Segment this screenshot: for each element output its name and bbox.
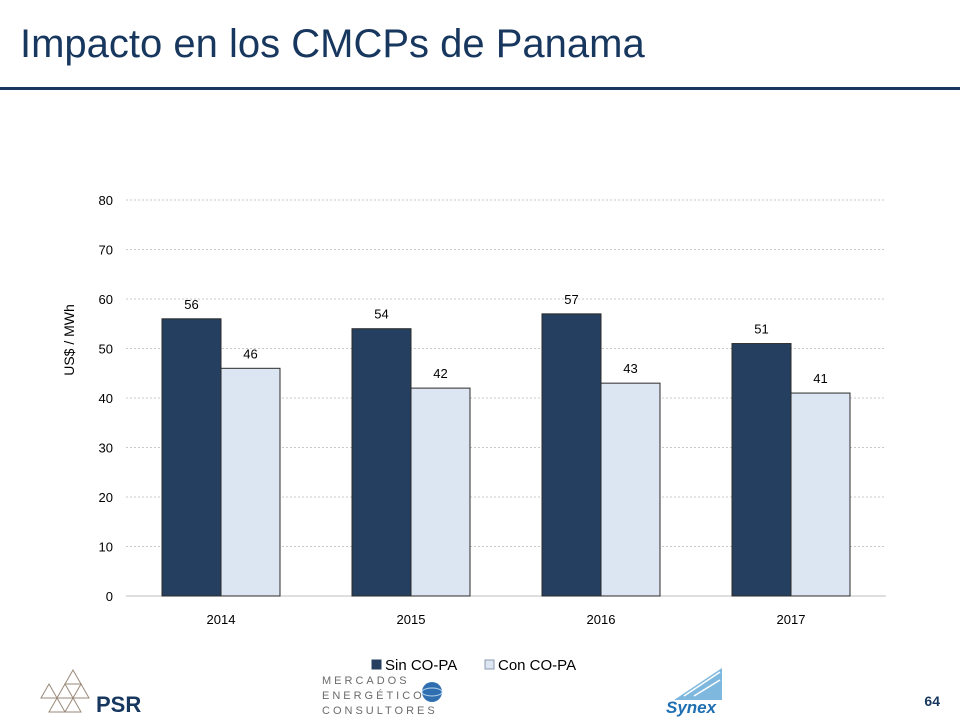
bar-sin-co-pa xyxy=(351,328,412,597)
bar-sin-co-pa xyxy=(161,318,222,597)
y-tick-label: 60 xyxy=(99,292,113,307)
x-tick-label: 2017 xyxy=(777,612,806,627)
x-tick-label: 2015 xyxy=(397,612,426,627)
y-tick-label: 0 xyxy=(106,589,113,604)
psr-triangle-icon xyxy=(40,668,90,713)
data-label: 56 xyxy=(184,297,198,312)
y-tick-label: 40 xyxy=(99,391,113,406)
legend-label: Sin CO-PA xyxy=(385,657,457,674)
data-label: 42 xyxy=(433,366,447,381)
x-tick-label: 2014 xyxy=(207,612,236,627)
bar-con-co-pa xyxy=(220,367,281,597)
synex-wedge-icon xyxy=(674,668,722,700)
y-tick-label: 20 xyxy=(99,490,113,505)
data-label: 41 xyxy=(813,371,827,386)
mercados-energeticos-logo: MERCADOS ENERGÉTICOS CONSULTORES xyxy=(322,675,443,717)
y-tick-label: 50 xyxy=(99,342,113,357)
page-number: 64 xyxy=(924,693,940,709)
data-label: 43 xyxy=(623,361,637,376)
synex-logo: Synex xyxy=(666,668,722,717)
bar-con-co-pa xyxy=(600,382,661,597)
bar-con-co-pa xyxy=(790,392,851,597)
data-label: 51 xyxy=(754,322,768,337)
x-tick-label: 2016 xyxy=(587,612,616,627)
bar-sin-co-pa xyxy=(731,343,792,597)
y-tick-label: 80 xyxy=(99,193,113,208)
psr-logo-text: PSR xyxy=(96,692,141,717)
slide-title: Impacto en los CMCPs de Panama xyxy=(20,22,645,66)
legend-swatch xyxy=(484,659,495,670)
data-label: 46 xyxy=(243,346,257,361)
globe-icon xyxy=(422,682,442,702)
y-tick-label: 30 xyxy=(99,441,113,456)
psr-logo: PSR xyxy=(40,668,141,717)
mec-line3: CONSULTORES xyxy=(322,705,438,717)
legend-label: Con CO-PA xyxy=(498,657,576,674)
legend-swatch xyxy=(371,659,382,670)
y-tick-label: 70 xyxy=(99,243,113,258)
data-label: 57 xyxy=(564,292,578,307)
mec-line1: MERCADOS xyxy=(322,675,410,687)
bar-con-co-pa xyxy=(410,387,471,597)
title-underline xyxy=(0,87,960,90)
mec-line2: ENERGÉTICOS xyxy=(322,689,435,702)
data-label: 54 xyxy=(374,307,388,322)
y-tick-label: 10 xyxy=(99,540,113,555)
synex-logo-text: Synex xyxy=(666,698,718,717)
y-axis-label: US$ / MWh xyxy=(61,304,77,376)
bar-sin-co-pa xyxy=(541,313,602,597)
